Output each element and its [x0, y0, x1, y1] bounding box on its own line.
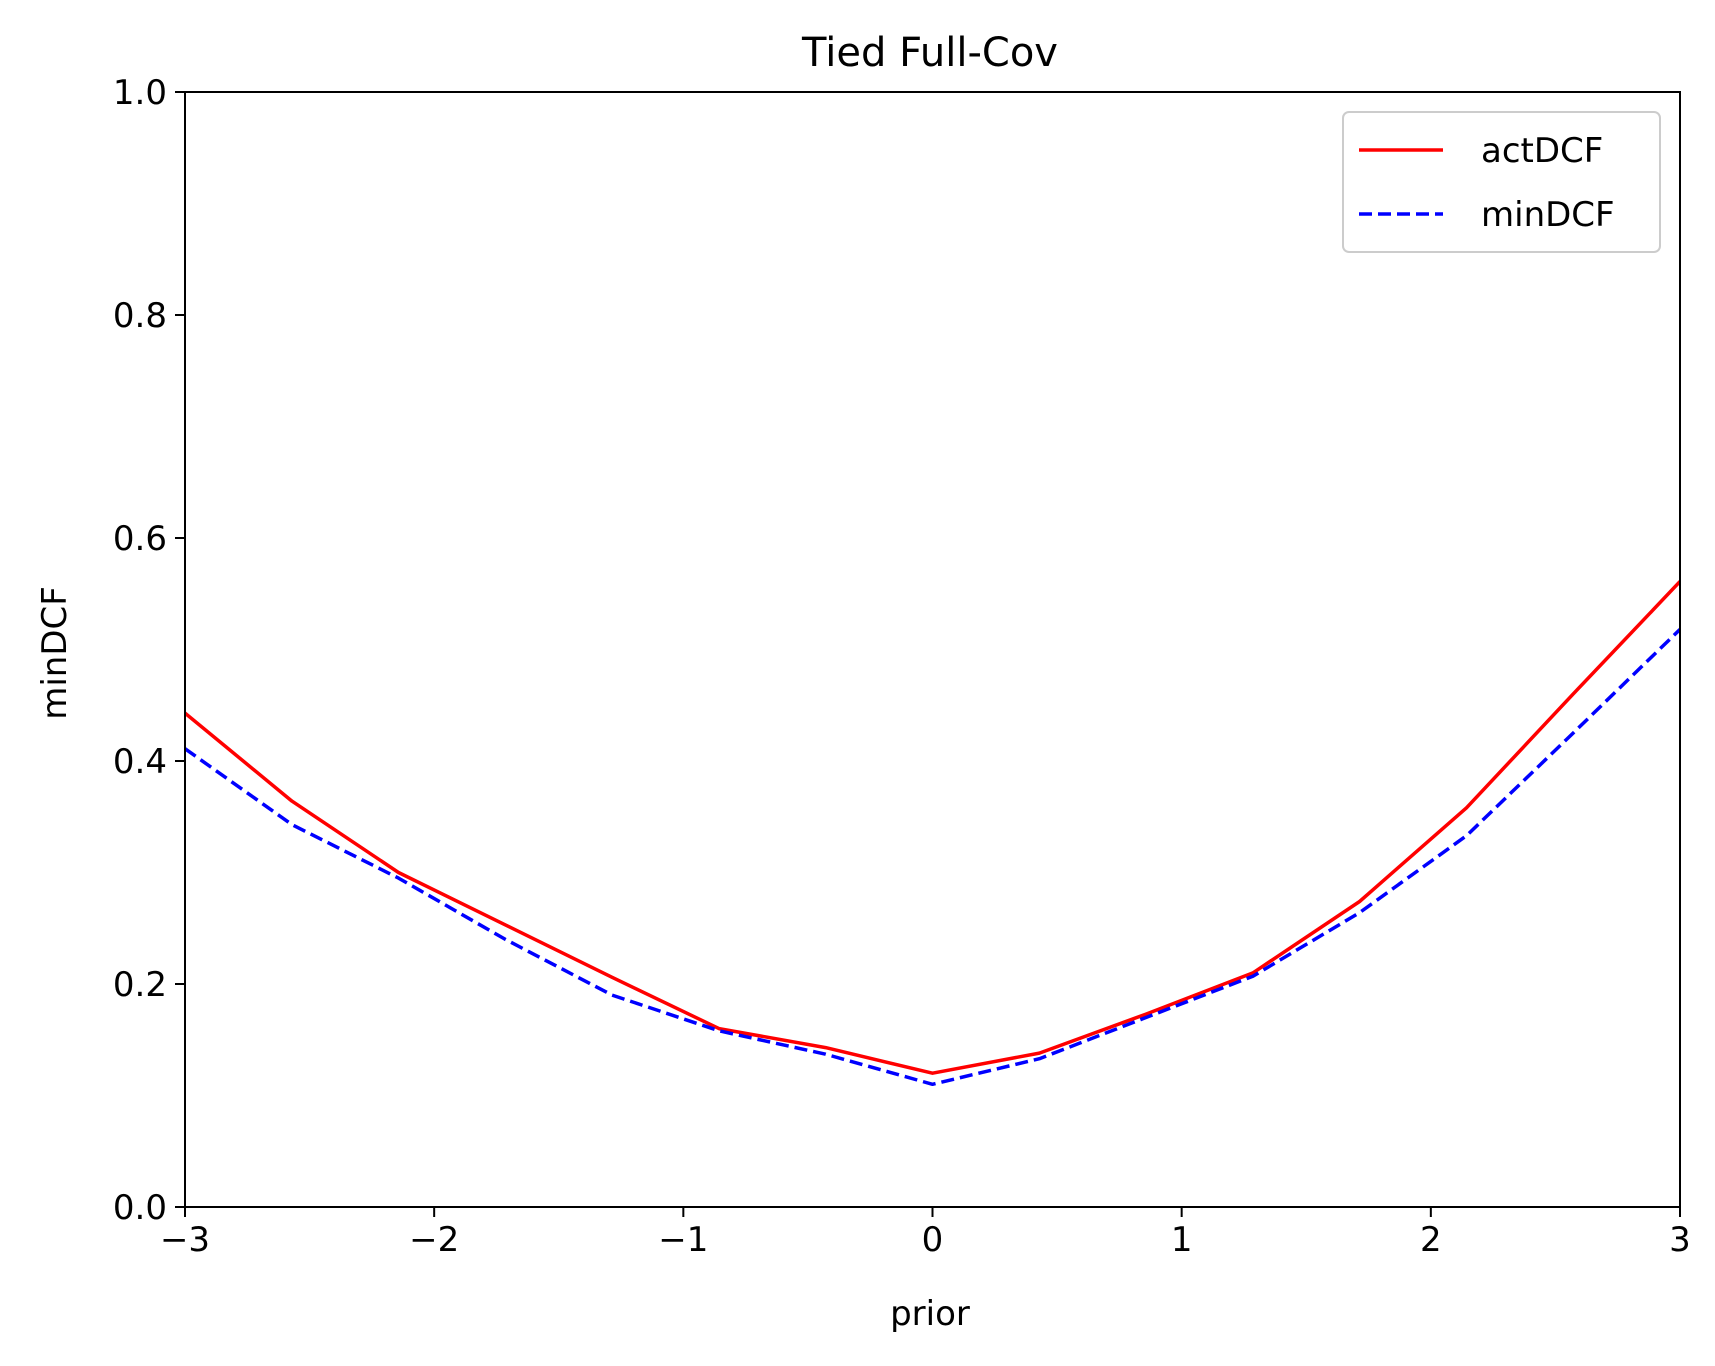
x-axis-label: prior	[890, 1294, 970, 1334]
legend-box	[1342, 111, 1661, 253]
series-line-minDCF	[185, 628, 1680, 1087]
plot-area: −3 −2 −1 0 1 2 3 0.0 0.2 0.4 0.6 0.8 1.0	[113, 73, 1691, 1260]
x-tick-label: −1	[658, 1220, 708, 1260]
x-tick-label: −2	[409, 1220, 459, 1260]
legend: actDCF minDCF	[1342, 111, 1661, 253]
x-tick-label: 3	[1669, 1220, 1691, 1260]
y-tick-label: 1.0	[113, 73, 167, 113]
y-tick-label: 0.4	[113, 742, 167, 782]
x-tick-label: 0	[922, 1220, 944, 1260]
x-tick-label: −3	[160, 1220, 210, 1260]
x-tick-label: 1	[1171, 1220, 1193, 1260]
y-tick-label: 0.8	[113, 296, 167, 336]
x-tick-label: 2	[1420, 1220, 1442, 1260]
y-tick-label: 0.2	[113, 965, 167, 1005]
chart-title: Tied Full-Cov	[801, 30, 1058, 76]
legend-label-actDCF: actDCF	[1481, 131, 1603, 171]
y-tick-label: 0.0	[113, 1188, 167, 1228]
y-tick-label: 0.6	[113, 519, 167, 559]
y-axis-label: minDCF	[35, 586, 75, 720]
legend-label-minDCF: minDCF	[1481, 195, 1615, 235]
series-line-actDCF	[185, 580, 1680, 1075]
